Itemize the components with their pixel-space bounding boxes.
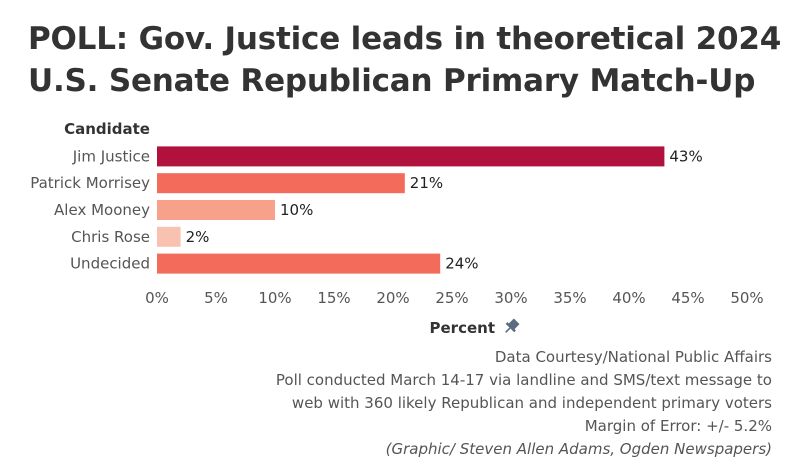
- x-tick-label: 0%: [145, 289, 169, 307]
- data-label: 10%: [280, 201, 313, 219]
- x-tick-label: 35%: [553, 289, 586, 307]
- pin-icon[interactable]: [501, 317, 520, 336]
- x-tick-label: 10%: [258, 289, 291, 307]
- bar: [157, 253, 441, 274]
- data-label: 43%: [669, 147, 702, 165]
- x-tick-label: 5%: [204, 289, 228, 307]
- x-tick-label: 20%: [376, 289, 409, 307]
- y-axis-header: Candidate: [64, 120, 150, 138]
- category-label: Patrick Morrisey: [30, 174, 150, 192]
- category-label: Chris Rose: [71, 228, 150, 246]
- data-label: 2%: [186, 228, 210, 246]
- method-note-line-1: Poll conducted March 14-17 via landline …: [275, 371, 772, 389]
- x-tick-label: 30%: [494, 289, 527, 307]
- x-tick-label: 15%: [317, 289, 350, 307]
- x-tick-label: 50%: [730, 289, 763, 307]
- method-note-line-2: web with 360 likely Republican and indep…: [291, 394, 772, 412]
- margin-of-error: Margin of Error: +/- 5.2%: [584, 417, 772, 435]
- category-label: Jim Justice: [72, 147, 150, 165]
- chart-title-line-2: U.S. Senate Republican Primary Match-Up: [28, 63, 756, 99]
- category-label: Alex Mooney: [54, 201, 150, 219]
- chart-title-line-1: POLL: Gov. Justice leads in theoretical …: [28, 21, 782, 57]
- x-tick-label: 45%: [671, 289, 704, 307]
- bar: [157, 173, 405, 194]
- x-tick-label: 40%: [612, 289, 645, 307]
- data-label: 21%: [410, 174, 443, 192]
- chart-title: POLL: Gov. Justice leads in theoretical …: [28, 18, 788, 102]
- data-label: 24%: [445, 255, 478, 273]
- x-tick-label: 25%: [435, 289, 468, 307]
- source-note: Data Courtesy/National Public Affairs: [494, 348, 772, 366]
- bar: [157, 146, 665, 167]
- chart-notes: Data Courtesy/National Public Affairs Po…: [212, 346, 772, 461]
- graphic-credit: (Graphic/ Steven Allen Adams, Ogden News…: [385, 440, 772, 458]
- bar: [157, 200, 275, 220]
- category-label: Undecided: [70, 255, 150, 273]
- x-axis-title: Percent: [430, 319, 495, 337]
- bar: [157, 226, 181, 247]
